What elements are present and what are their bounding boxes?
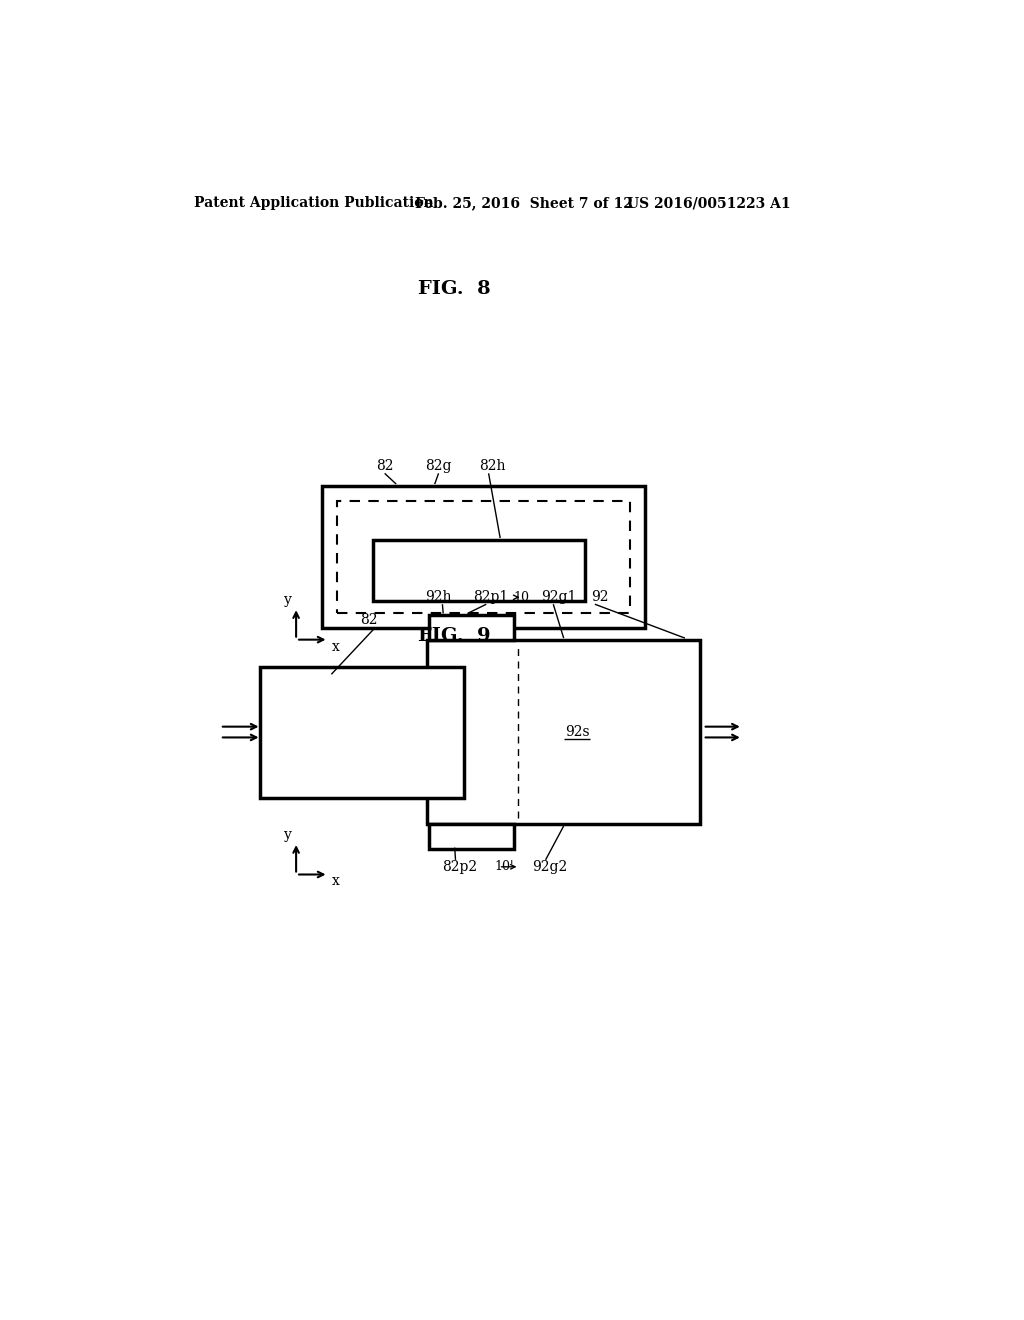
Text: 82: 82 (376, 459, 393, 474)
Text: 92g1: 92g1 (541, 590, 577, 605)
Text: 10: 10 (513, 591, 529, 603)
Text: 82: 82 (360, 614, 378, 627)
Text: 82p1: 82p1 (473, 590, 509, 605)
Text: 82g: 82g (425, 459, 452, 474)
Text: FIG.  8: FIG. 8 (418, 280, 490, 298)
Text: x: x (332, 640, 340, 653)
Text: x: x (332, 874, 340, 888)
Bar (429, 615, 514, 640)
Text: 82p2: 82p2 (442, 859, 477, 874)
Text: 82h: 82h (479, 459, 506, 474)
Text: US 2016/0051223 A1: US 2016/0051223 A1 (628, 197, 791, 210)
Text: FIG.  9: FIG. 9 (418, 627, 490, 644)
Text: 92s: 92s (565, 725, 590, 739)
Bar (429, 825, 514, 849)
Bar (373, 540, 585, 601)
Text: Feb. 25, 2016  Sheet 7 of 12: Feb. 25, 2016 Sheet 7 of 12 (416, 197, 633, 210)
Bar (427, 640, 700, 825)
Text: 10': 10' (495, 861, 514, 874)
Bar (322, 486, 645, 628)
Text: 92h: 92h (425, 590, 452, 605)
Text: 92: 92 (592, 590, 609, 605)
Bar (337, 502, 630, 612)
Text: Patent Application Publication: Patent Application Publication (194, 197, 433, 210)
Text: 92g2: 92g2 (532, 859, 568, 874)
Text: y: y (285, 828, 292, 842)
Bar (260, 667, 464, 797)
Text: y: y (285, 594, 292, 607)
